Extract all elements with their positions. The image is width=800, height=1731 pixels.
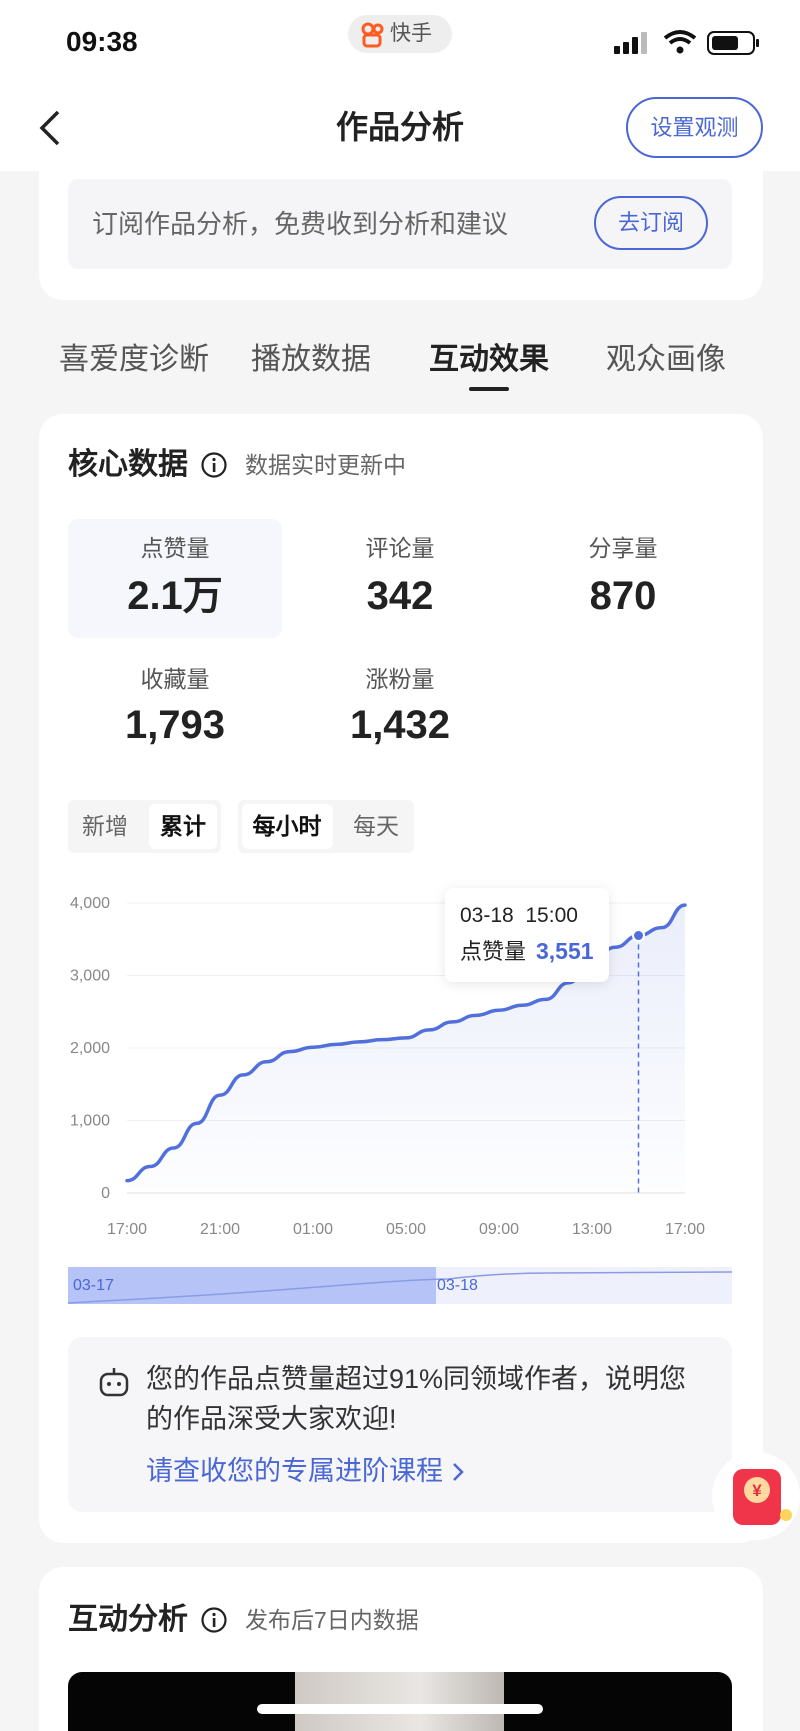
- red-packet[interactable]: ¥: [706, 1449, 800, 1543]
- page-title: 作品分析: [335, 109, 465, 145]
- toggle[interactable]: 每小时: [252, 813, 322, 839]
- x-tick-label: 05:00: [386, 1221, 426, 1238]
- x-tick-label: 17:00: [107, 1221, 147, 1238]
- metric-value: 342: [366, 574, 434, 618]
- metric-value: 2.1万: [127, 574, 223, 618]
- toggle[interactable]: 每天: [353, 813, 399, 839]
- y-tick-label: 1,000: [70, 1113, 110, 1130]
- tooltip: [445, 888, 609, 982]
- link-chevron: [453, 1463, 464, 1481]
- info-icon[interactable]: [200, 1606, 228, 1634]
- subscribe-button[interactable]: 去订阅: [594, 196, 708, 250]
- insight-box: [68, 1337, 732, 1512]
- metric-label: 收藏量: [140, 666, 210, 692]
- metric-value: 1,432: [349, 703, 451, 747]
- tooltip-value: 3,551: [536, 938, 594, 964]
- clock: 09:38: [66, 26, 138, 57]
- metric-highlight: [68, 519, 282, 638]
- info-icon[interactable]: [200, 451, 228, 479]
- back-button[interactable]: [36, 108, 66, 148]
- hover-point: [632, 929, 645, 943]
- metric-value: 1,793: [124, 703, 226, 747]
- range-start: 03-17: [73, 1277, 114, 1294]
- x-tick-label: 21:00: [200, 1221, 240, 1238]
- tab-indicator: [469, 387, 509, 391]
- section-title: 互动分析: [68, 1603, 188, 1636]
- y-tick-label: 2,000: [70, 1040, 110, 1057]
- tab[interactable]: 播放数据: [251, 343, 371, 376]
- toggle-selected: [149, 804, 217, 849]
- video-thumbnail: [295, 1672, 504, 1731]
- range-preview: [68, 1271, 732, 1304]
- x-tick-label: 01:00: [293, 1221, 333, 1238]
- robot-icon: [99, 1368, 129, 1397]
- range-end: 03-18: [437, 1277, 478, 1294]
- insight-text: 您的作品点赞量超过91%同领域作者，说明您: [146, 1364, 687, 1394]
- toggle-selected: [242, 804, 333, 849]
- metric-label: 涨粉量: [365, 666, 435, 692]
- tooltip-label: 点赞量: [460, 939, 527, 964]
- metric-label: 分享量: [588, 535, 658, 561]
- y-tick-label: 4,000: [70, 895, 110, 912]
- tab-active[interactable]: 互动效果: [429, 343, 549, 376]
- status-icons: [614, 30, 759, 55]
- y-tick-label: 3,000: [70, 968, 110, 985]
- app-name: 快手: [390, 22, 432, 45]
- metric-value: 870: [589, 574, 657, 618]
- toggle[interactable]: 新增: [82, 813, 128, 839]
- section-subtitle: 数据实时更新中: [245, 452, 406, 478]
- metric-label: 评论量: [365, 535, 435, 561]
- course-link[interactable]: 请查收您的专属进阶课程: [146, 1456, 443, 1486]
- tab[interactable]: 喜爱度诊断: [59, 343, 209, 376]
- range-selected[interactable]: [68, 1267, 436, 1304]
- metric-label: 点赞量: [140, 535, 210, 561]
- x-tick-label: 17:00: [665, 1221, 705, 1238]
- app-logo: [361, 22, 384, 48]
- x-tick-label: 09:00: [479, 1221, 519, 1238]
- subscribe-text: 订阅作品分析，免费收到分析和建议: [92, 209, 509, 239]
- subscribe-box: [68, 179, 732, 269]
- area: [127, 905, 685, 1193]
- x-tick-label: 13:00: [572, 1221, 612, 1238]
- y-tick-label: 0: [101, 1185, 110, 1202]
- svg-text:¥: ¥: [752, 1481, 762, 1500]
- home-indicator: [257, 1704, 543, 1714]
- section-title: 核心数据: [68, 448, 188, 481]
- observe-button[interactable]: 设置观测: [626, 97, 763, 158]
- section-subtitle: 发布后7日内数据: [245, 1607, 419, 1633]
- tab[interactable]: 观众画像: [606, 343, 726, 376]
- insight-text: 的作品深受大家欢迎!: [146, 1404, 397, 1434]
- tooltip-date: 03-18 15:00: [460, 904, 578, 927]
- toggle[interactable]: 累计: [160, 813, 206, 839]
